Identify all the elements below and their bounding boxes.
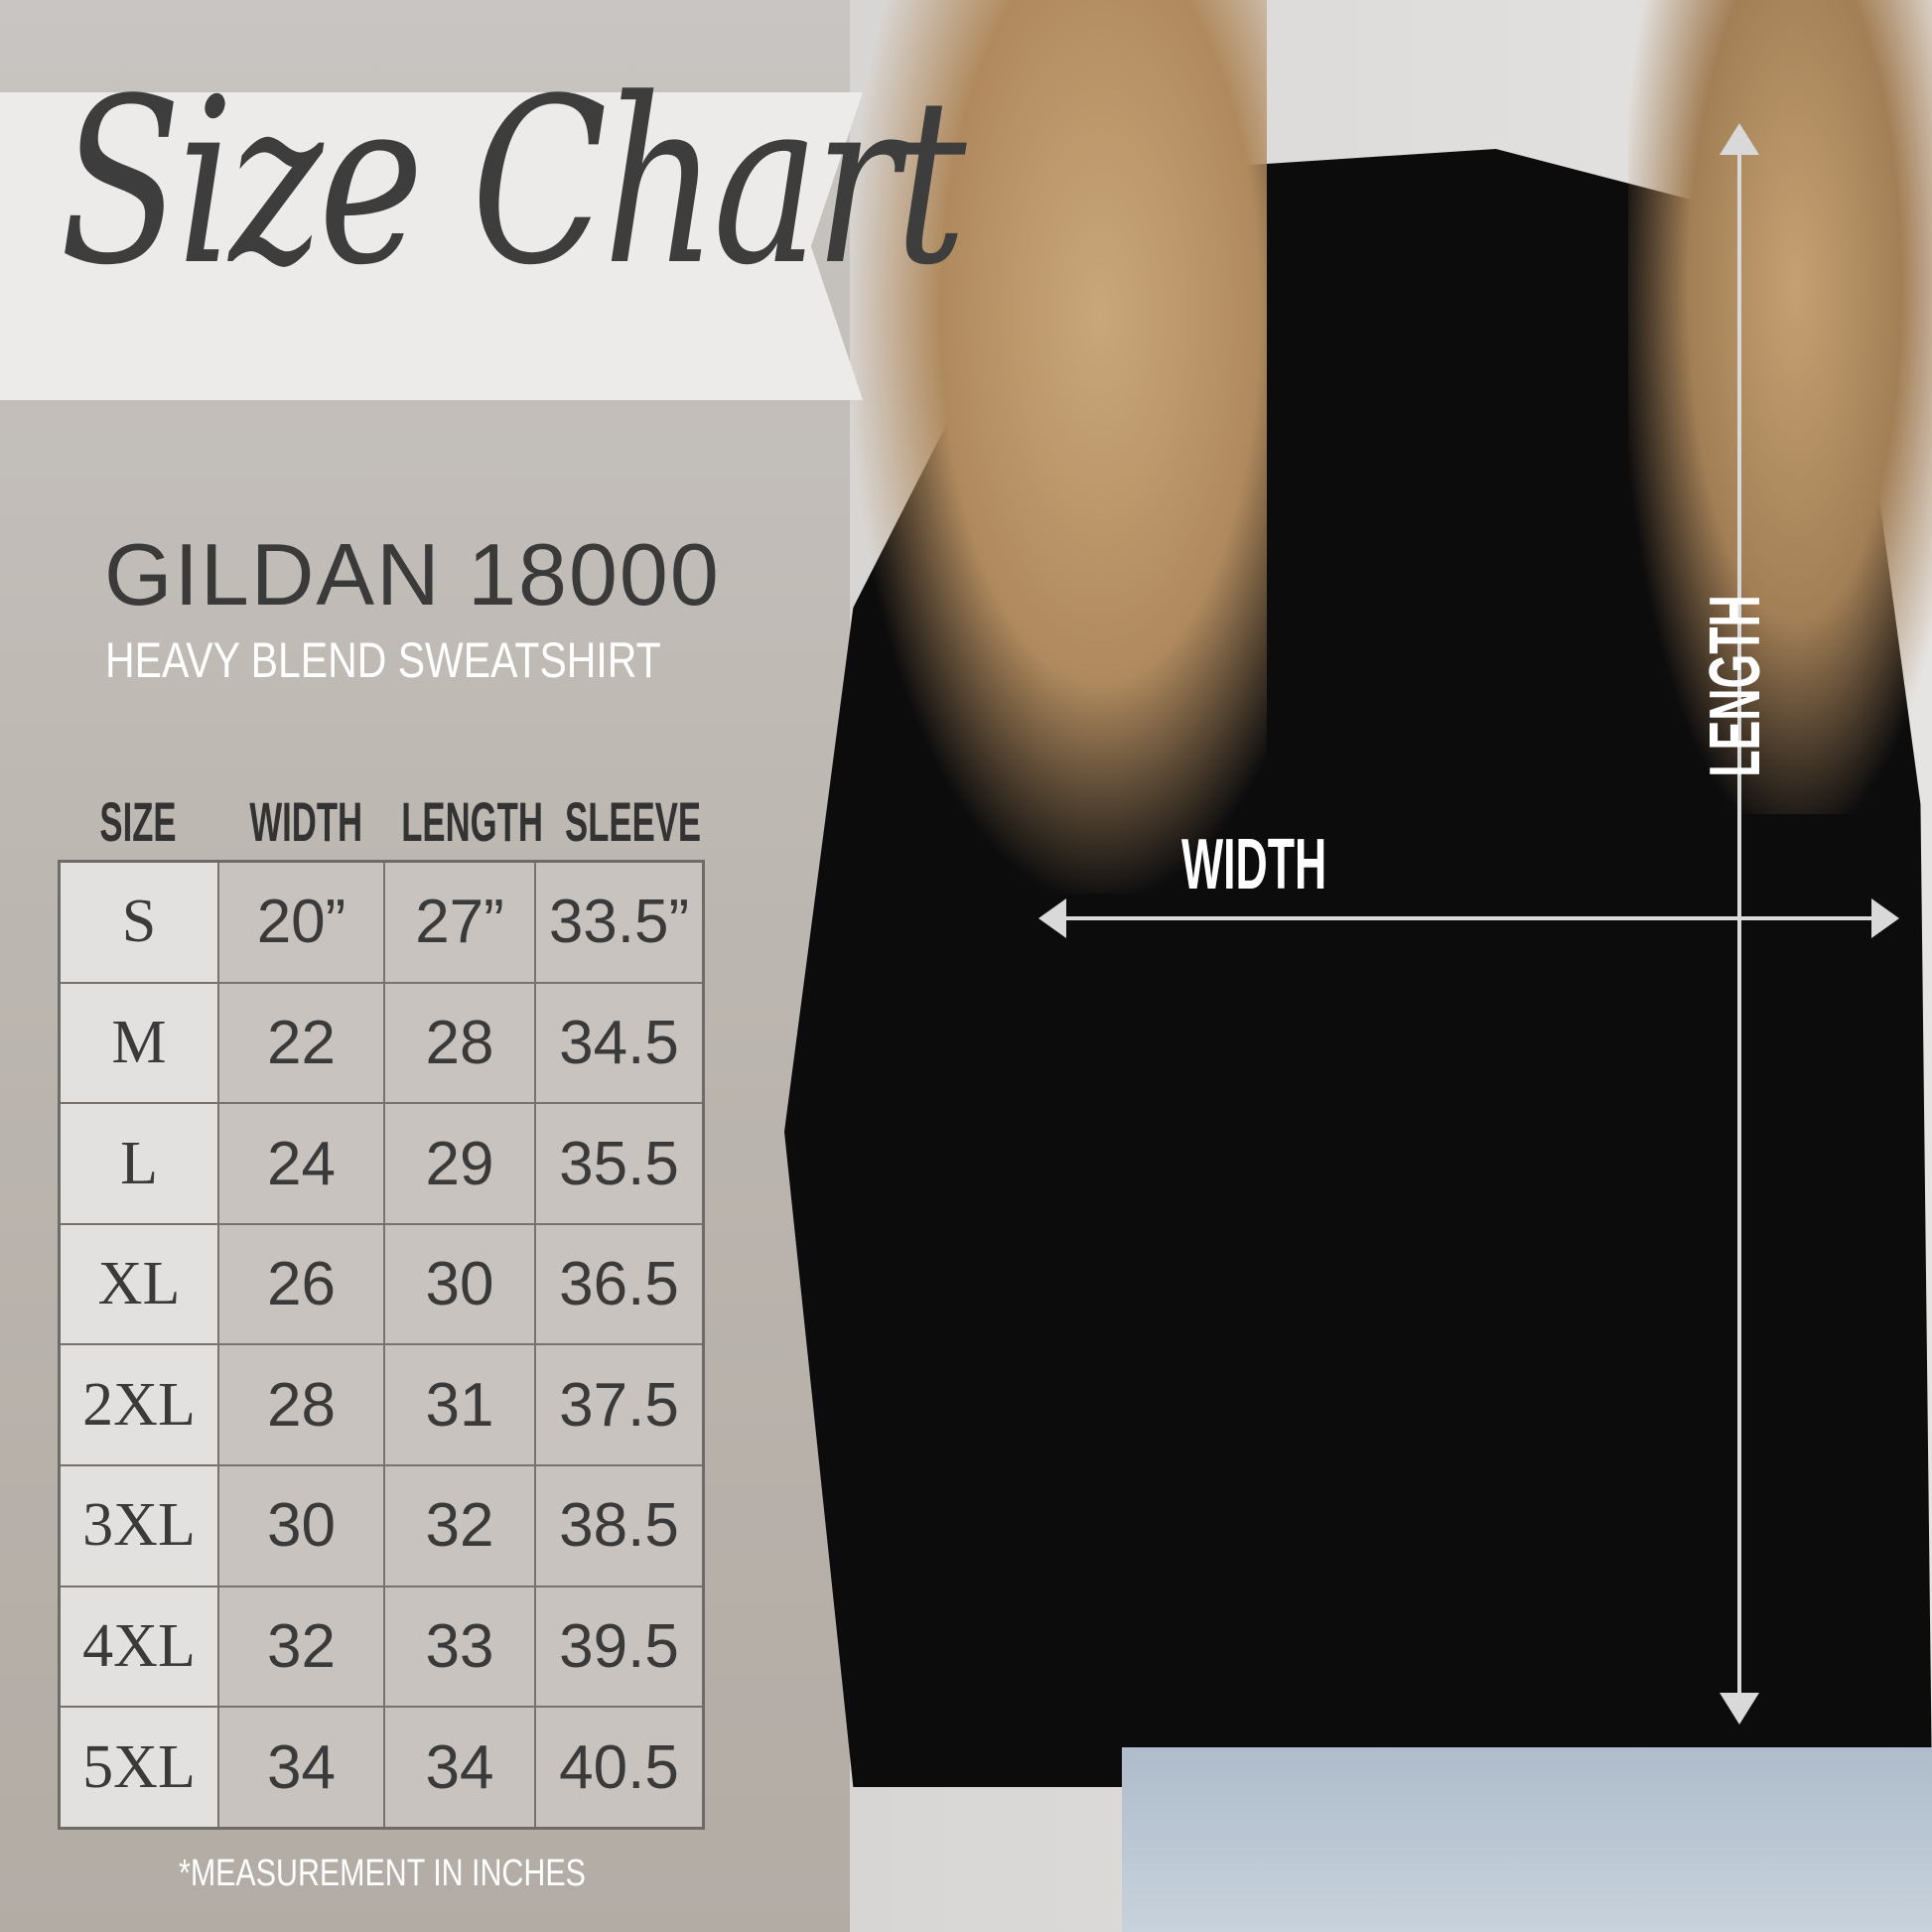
size-cell: 2XL	[58, 1343, 219, 1466]
header-width: WIDTH	[249, 790, 363, 853]
table-row: L 24 29 35.5	[58, 1102, 705, 1225]
header-size: SIZE	[99, 790, 177, 853]
size-table: S 20” 27” 33.5” M 22 28 34.5 L 24 29 35.5 XL 26 30 36.5…	[58, 860, 705, 1830]
arrow-up-icon	[1720, 123, 1759, 155]
arrow-down-icon	[1720, 1693, 1759, 1725]
product-subtitle: HEAVY BLEND SWEATSHIRT	[105, 632, 661, 688]
table-row: M 22 28 34.5	[58, 981, 705, 1105]
sleeve-cell: 37.5	[534, 1343, 705, 1466]
length-cell: 31	[383, 1343, 536, 1466]
width-cell: 22	[217, 981, 385, 1105]
length-cell: 27”	[383, 860, 536, 984]
length-cell: 29	[383, 1102, 536, 1225]
arrow-right-icon	[1871, 898, 1899, 938]
hair-right	[1628, 0, 1932, 814]
size-cell: S	[58, 860, 219, 984]
table-row: S 20” 27” 33.5”	[58, 860, 705, 984]
title-banner	[0, 92, 863, 400]
size-cell: L	[58, 1102, 219, 1225]
hair-left	[850, 0, 1267, 894]
length-cell: 32	[383, 1463, 536, 1587]
table-row: 3XL 30 32 38.5	[58, 1463, 705, 1587]
product-brand: GILDAN 18000	[104, 525, 721, 623]
sleeve-cell: 39.5	[534, 1585, 705, 1709]
size-cell: M	[58, 981, 219, 1105]
sleeve-cell: 33.5”	[534, 860, 705, 984]
jeans	[1122, 1747, 1932, 1932]
page-title: Size Chart	[60, 51, 966, 316]
size-cell: 3XL	[58, 1463, 219, 1587]
length-cell: 33	[383, 1585, 536, 1709]
width-cell: 30	[217, 1463, 385, 1587]
size-cell: 4XL	[58, 1585, 219, 1709]
sleeve-cell: 40.5	[534, 1706, 705, 1830]
sleeve-cell: 36.5	[534, 1222, 705, 1346]
width-label: WIDTH	[1181, 825, 1327, 904]
sleeve-cell: 34.5	[534, 981, 705, 1105]
table-row: 5XL 34 34 40.5	[58, 1706, 705, 1830]
width-cell: 26	[217, 1222, 385, 1346]
width-cell: 28	[217, 1343, 385, 1466]
sleeve-cell: 38.5	[534, 1463, 705, 1587]
width-cell: 20”	[217, 860, 385, 984]
sleeve-cell: 35.5	[534, 1102, 705, 1225]
length-cell: 28	[383, 981, 536, 1105]
table-row: 4XL 32 33 39.5	[58, 1585, 705, 1709]
width-cell: 32	[217, 1585, 385, 1709]
table-row: 2XL 28 31 37.5	[58, 1343, 705, 1466]
length-arrow	[1737, 134, 1741, 1713]
size-cell: 5XL	[58, 1706, 219, 1830]
arrow-left-icon	[1038, 898, 1066, 938]
header-length: LENGTH	[401, 790, 543, 853]
footnote: *MEASUREMENT IN INCHES	[179, 1853, 586, 1894]
length-cell: 30	[383, 1222, 536, 1346]
width-cell: 34	[217, 1706, 385, 1830]
size-cell: XL	[58, 1222, 219, 1346]
width-cell: 24	[217, 1102, 385, 1225]
width-arrow	[1052, 916, 1886, 920]
length-label: LENGTH	[1695, 595, 1775, 777]
length-cell: 34	[383, 1706, 536, 1830]
header-sleeve: SLEEVE	[565, 790, 702, 853]
table-row: XL 26 30 36.5	[58, 1222, 705, 1346]
